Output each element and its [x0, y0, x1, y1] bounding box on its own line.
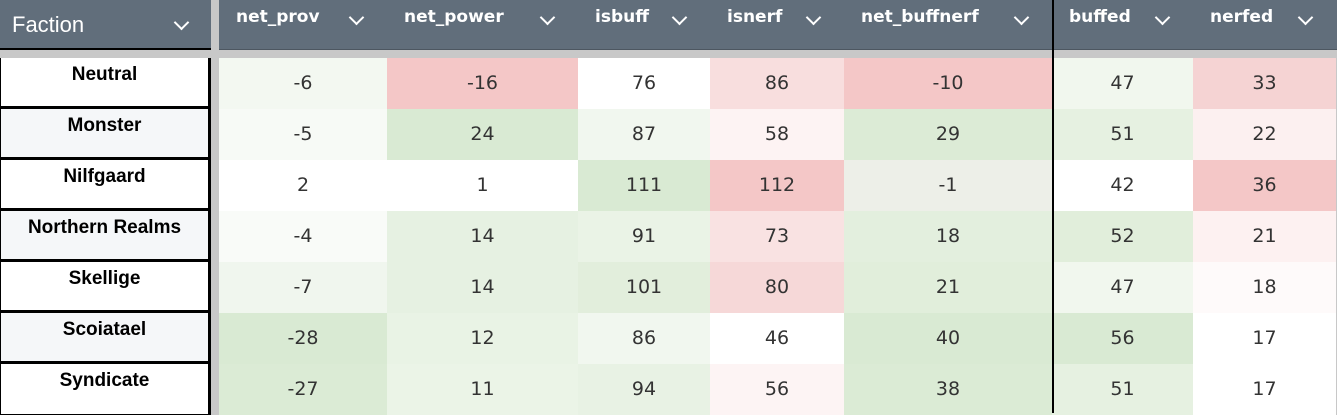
column-header-label: buffed [1069, 7, 1131, 27]
cell-buffed: 47 [1052, 262, 1193, 313]
cell-net-power: 14 [387, 262, 578, 313]
cell-net-buffnerf: 18 [844, 211, 1052, 262]
cell-net-buffnerf: 38 [844, 364, 1052, 415]
cell-net-power: 1 [387, 160, 578, 211]
chevron-down-icon[interactable] [173, 14, 190, 31]
cell-net-prov: -5 [219, 109, 387, 160]
cell-buffed: 52 [1052, 211, 1193, 262]
cell-nerfed: 21 [1193, 211, 1336, 262]
column-headers: net_prov net_power isbuff isnerf net_buffner… [219, 0, 1337, 50]
cell-buffed: 42 [1052, 160, 1193, 211]
cell-net-prov: -27 [219, 364, 387, 415]
cell-isnerf: 46 [710, 313, 844, 364]
cell-isbuff: 101 [578, 262, 710, 313]
chevron-down-icon[interactable] [805, 9, 822, 26]
column-header-nerfed[interactable]: nerfed [1193, 0, 1336, 49]
table-row: -6 -16 76 86 -10 47 33 [219, 58, 1337, 109]
data-grid: -6 -16 76 86 -10 47 33 -5 24 87 58 29 51 22 2 1 111 112 -1… [219, 58, 1337, 415]
cell-buffed: 56 [1052, 313, 1193, 364]
table-row: -5 24 87 58 29 51 22 [219, 109, 1337, 160]
column-header-label: nerfed [1210, 7, 1274, 27]
cell-net-power: 24 [387, 109, 578, 160]
cell-isnerf: 80 [710, 262, 844, 313]
cell-nerfed: 18 [1193, 262, 1336, 313]
cell-nerfed: 36 [1193, 160, 1336, 211]
table-row: -28 12 86 46 40 56 17 [219, 313, 1337, 364]
faction-header-label: Faction [12, 12, 85, 37]
cell-isnerf: 112 [710, 160, 844, 211]
cell-net-buffnerf: 21 [844, 262, 1052, 313]
column-header-isnerf[interactable]: isnerf [710, 0, 844, 49]
table-row: -7 14 101 80 21 47 18 [219, 262, 1337, 313]
cell-isbuff: 111 [578, 160, 710, 211]
faction-cell: Nilfgaard [0, 160, 211, 211]
chevron-down-icon[interactable] [1154, 9, 1171, 26]
cell-net-power: 14 [387, 211, 578, 262]
column-header-label: net_prov [236, 7, 320, 27]
cell-buffed: 51 [1052, 364, 1193, 415]
cell-net-prov: -7 [219, 262, 387, 313]
chevron-down-icon[interactable] [539, 9, 556, 26]
cell-net-prov: -4 [219, 211, 387, 262]
table-row: -27 11 94 56 38 51 17 [219, 364, 1337, 415]
cell-isbuff: 91 [578, 211, 710, 262]
cell-nerfed: 17 [1193, 364, 1336, 415]
faction-cell: Skellige [0, 262, 211, 313]
cell-net-buffnerf: 29 [844, 109, 1052, 160]
chevron-down-icon[interactable] [1013, 9, 1030, 26]
cell-isbuff: 94 [578, 364, 710, 415]
chevron-down-icon[interactable] [1297, 9, 1314, 26]
cell-isbuff: 87 [578, 109, 710, 160]
cell-nerfed: 17 [1193, 313, 1336, 364]
cell-isbuff: 86 [578, 313, 710, 364]
cell-net-prov: 2 [219, 160, 387, 211]
faction-cell: Neutral [0, 58, 211, 109]
table-row: -4 14 91 73 18 52 21 [219, 211, 1337, 262]
cell-isbuff: 76 [578, 58, 710, 109]
cell-net-buffnerf: -1 [844, 160, 1052, 211]
cell-net-power: 11 [387, 364, 578, 415]
cell-net-prov: -6 [219, 58, 387, 109]
faction-cell: Monster [0, 109, 211, 160]
faction-cell: Syndicate [0, 364, 211, 415]
column-divider [1052, 0, 1054, 413]
cell-net-buffnerf: 40 [844, 313, 1052, 364]
cell-net-power: -16 [387, 58, 578, 109]
column-header-label: net_buffnerf [861, 7, 979, 27]
chevron-down-icon[interactable] [671, 9, 688, 26]
cell-isnerf: 58 [710, 109, 844, 160]
faction-cell: Scoiatael [0, 313, 211, 364]
faction-cell: Northern Realms [0, 211, 211, 262]
column-header-net-buffnerf[interactable]: net_buffnerf [844, 0, 1052, 49]
cell-nerfed: 33 [1193, 58, 1336, 109]
column-header-label: isnerf [727, 7, 783, 27]
cell-net-prov: -28 [219, 313, 387, 364]
faction-column: Neutral Monster Nilfgaard Northern Realms Sk… [0, 58, 211, 415]
cell-nerfed: 22 [1193, 109, 1336, 160]
column-header-net-prov[interactable]: net_prov [219, 0, 387, 49]
faction-column-header[interactable]: Faction [0, 0, 211, 50]
cell-net-buffnerf: -10 [844, 58, 1052, 109]
column-header-isbuff[interactable]: isbuff [578, 0, 710, 49]
chevron-down-icon[interactable] [348, 9, 365, 26]
cell-net-power: 12 [387, 313, 578, 364]
cell-isnerf: 86 [710, 58, 844, 109]
cell-isnerf: 73 [710, 211, 844, 262]
column-header-label: net_power [404, 7, 504, 27]
table-row: 2 1 111 112 -1 42 36 [219, 160, 1337, 211]
column-header-net-power[interactable]: net_power [387, 0, 578, 49]
cell-buffed: 47 [1052, 58, 1193, 109]
column-header-buffed[interactable]: buffed [1052, 0, 1193, 49]
column-header-label: isbuff [595, 7, 649, 27]
cell-buffed: 51 [1052, 109, 1193, 160]
cell-isnerf: 56 [710, 364, 844, 415]
